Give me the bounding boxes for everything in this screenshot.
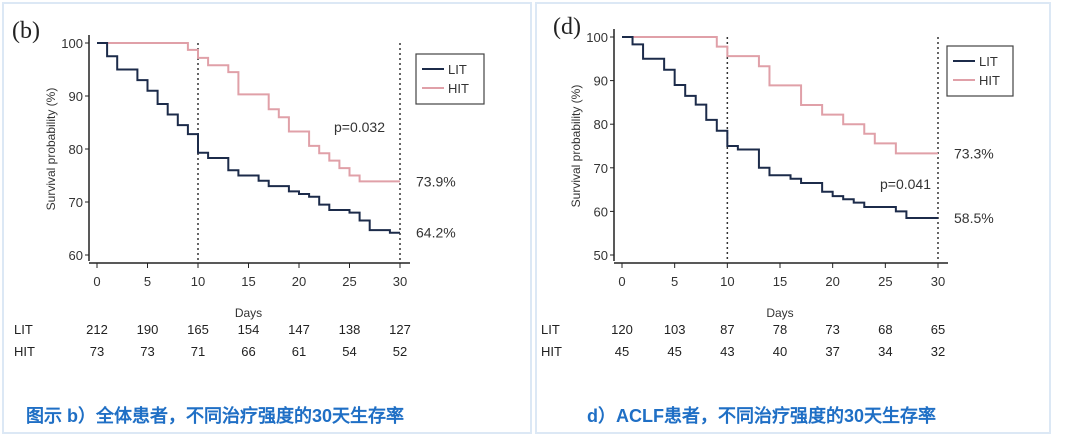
x-tick-label: 5: [671, 274, 678, 289]
risk-table-label: LIT: [14, 322, 33, 337]
panel-b: (b) 60 70 80 90 100 0 5 10 15 20 25 30 Survival proba…: [2, 2, 532, 434]
x-tick-label: 25: [878, 274, 892, 289]
risk-table-value: 43: [720, 344, 734, 359]
x-tick-label: 0: [93, 274, 100, 289]
risk-table-value: 73: [825, 322, 839, 337]
risk-table-label: HIT: [14, 344, 35, 359]
risk-table-value: 32: [931, 344, 945, 359]
risk-table-value: 71: [191, 344, 205, 359]
risk-table-value: 103: [664, 322, 686, 337]
end-label-hit: 73.9%: [416, 173, 456, 189]
risk-table-value: 54: [342, 344, 356, 359]
risk-table-label: HIT: [541, 344, 562, 359]
risk-table-value: 45: [667, 344, 681, 359]
y-tick-label: 100: [586, 30, 608, 45]
risk-table-value: 40: [773, 344, 787, 359]
panel-label: (b): [12, 18, 40, 44]
risk-table-value: 190: [137, 322, 159, 337]
y-tick-label: 70: [594, 161, 608, 176]
risk-table-value: 66: [241, 344, 255, 359]
survival-chart-b: (b) 60 70 80 90 100 0 5 10 15 20 25 30 Survival proba…: [12, 18, 485, 359]
panel-d: (d) 50 60 70 80 90 100 0 5 10 15 20 25 30 Survival pro…: [535, 2, 1051, 434]
end-label-lit: 64.2%: [416, 225, 456, 241]
risk-table-value: 120: [611, 322, 633, 337]
x-tick-label: 30: [931, 274, 945, 289]
risk-table-value: 138: [339, 322, 361, 337]
survival-curve-hit: [622, 36, 938, 155]
risk-table-value: 37: [825, 344, 839, 359]
legend-label-lit: LIT: [448, 62, 467, 77]
survival-curve-hit: [97, 42, 400, 183]
caption-d: d）ACLF患者，不同治疗强度的30天生存率: [587, 406, 937, 426]
end-label-hit: 73.3%: [954, 145, 994, 161]
risk-table-value: 65: [931, 322, 945, 337]
risk-table-value: 52: [393, 344, 407, 359]
risk-table-value: 34: [878, 344, 892, 359]
y-tick-label: 90: [594, 74, 608, 89]
risk-table-label: LIT: [541, 322, 560, 337]
risk-table-value: 61: [292, 344, 306, 359]
p-value: p=0.032: [334, 119, 385, 135]
risk-table-value: 73: [140, 344, 154, 359]
risk-table-value: 45: [615, 344, 629, 359]
x-tick-label: 10: [720, 274, 734, 289]
panel-label: (d): [553, 14, 581, 40]
x-tick-label: 25: [342, 274, 356, 289]
legend-box: [946, 45, 1014, 97]
x-tick-label: 20: [825, 274, 839, 289]
p-value: p=0.041: [880, 176, 931, 192]
y-tick-label: 70: [69, 195, 83, 210]
risk-table-value: 127: [389, 322, 411, 337]
caption-b: 图示 b）全体患者，不同治疗强度的30天生存率: [26, 406, 405, 426]
survival-chart-d: (d) 50 60 70 80 90 100 0 5 10 15 20 25 30 Survival pro…: [541, 14, 1014, 359]
x-tick-label: 20: [292, 274, 306, 289]
x-axis-label: Days: [235, 306, 262, 320]
risk-table-value: 154: [238, 322, 260, 337]
legend-box: [415, 53, 485, 105]
x-tick-label: 15: [241, 274, 255, 289]
y-tick-label: 50: [594, 248, 608, 263]
risk-table-value: 212: [86, 322, 108, 337]
risk-table-value: 87: [720, 322, 734, 337]
risk-table-value: 68: [878, 322, 892, 337]
y-tick-label: 60: [69, 248, 83, 263]
legend-label-lit: LIT: [979, 54, 998, 69]
survival-curve-lit: [622, 36, 938, 219]
x-tick-label: 15: [773, 274, 787, 289]
legend-label-hit: HIT: [448, 81, 469, 96]
legend-label-hit: HIT: [979, 73, 1000, 88]
y-tick-label: 80: [69, 142, 83, 157]
end-label-lit: 58.5%: [954, 210, 994, 226]
y-tick-label: 60: [594, 204, 608, 219]
x-tick-label: 5: [144, 274, 151, 289]
x-tick-label: 0: [618, 274, 625, 289]
survival-curve-lit: [97, 42, 400, 234]
y-tick-label: 100: [61, 36, 83, 51]
y-axis-label: Survival probability (%): [44, 88, 58, 211]
x-tick-label: 30: [393, 274, 407, 289]
risk-table-value: 147: [288, 322, 310, 337]
x-axis-label: Days: [766, 306, 793, 320]
x-tick-label: 10: [191, 274, 205, 289]
risk-table-value: 165: [187, 322, 209, 337]
risk-table-value: 73: [90, 344, 104, 359]
y-axis-label: Survival probability (%): [569, 85, 583, 208]
y-tick-label: 80: [594, 117, 608, 132]
risk-table-value: 78: [773, 322, 787, 337]
y-tick-label: 90: [69, 89, 83, 104]
